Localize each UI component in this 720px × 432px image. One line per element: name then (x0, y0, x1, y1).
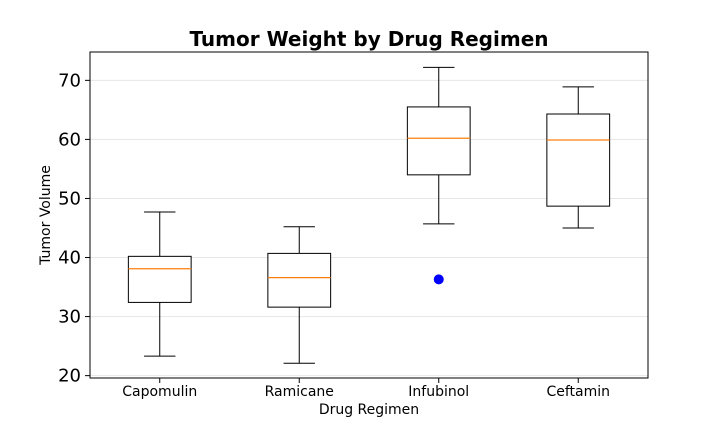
y-tick-label: 60 (58, 129, 81, 150)
x-tick-label: Ceftamin (546, 384, 610, 400)
x-axis-ticks: Capomulin Ramicane Infubinol Ceftamin (122, 378, 610, 400)
box-series (127, 66, 611, 364)
box-ceftamin (546, 86, 611, 229)
plot-area-frame (89, 51, 649, 379)
y-axis-ticks: 20 30 40 50 60 70 (58, 70, 90, 387)
iqr-box (406, 106, 471, 176)
box-ramicane (267, 226, 332, 364)
y-tick-label: 30 (58, 307, 81, 328)
iqr-box (546, 113, 611, 207)
y-tick-label: 40 (58, 248, 81, 269)
box-infubinol (406, 66, 471, 285)
outlier-point (433, 274, 444, 285)
chart-title: Tumor Weight by Drug Regimen (189, 27, 548, 51)
y-tick-label: 50 (58, 188, 81, 209)
iqr-box (127, 255, 192, 303)
x-tick-label: Infubinol (408, 384, 469, 400)
x-axis-label: Drug Regimen (319, 402, 419, 418)
x-tick-label: Capomulin (122, 384, 197, 400)
y-axis-label: Tumor Volume (38, 165, 54, 266)
y-tick-label: 70 (58, 70, 81, 91)
iqr-box (267, 252, 332, 308)
box-capomulin (127, 211, 192, 357)
x-tick-label: Ramicane (265, 384, 334, 400)
y-tick-label: 20 (58, 366, 81, 387)
